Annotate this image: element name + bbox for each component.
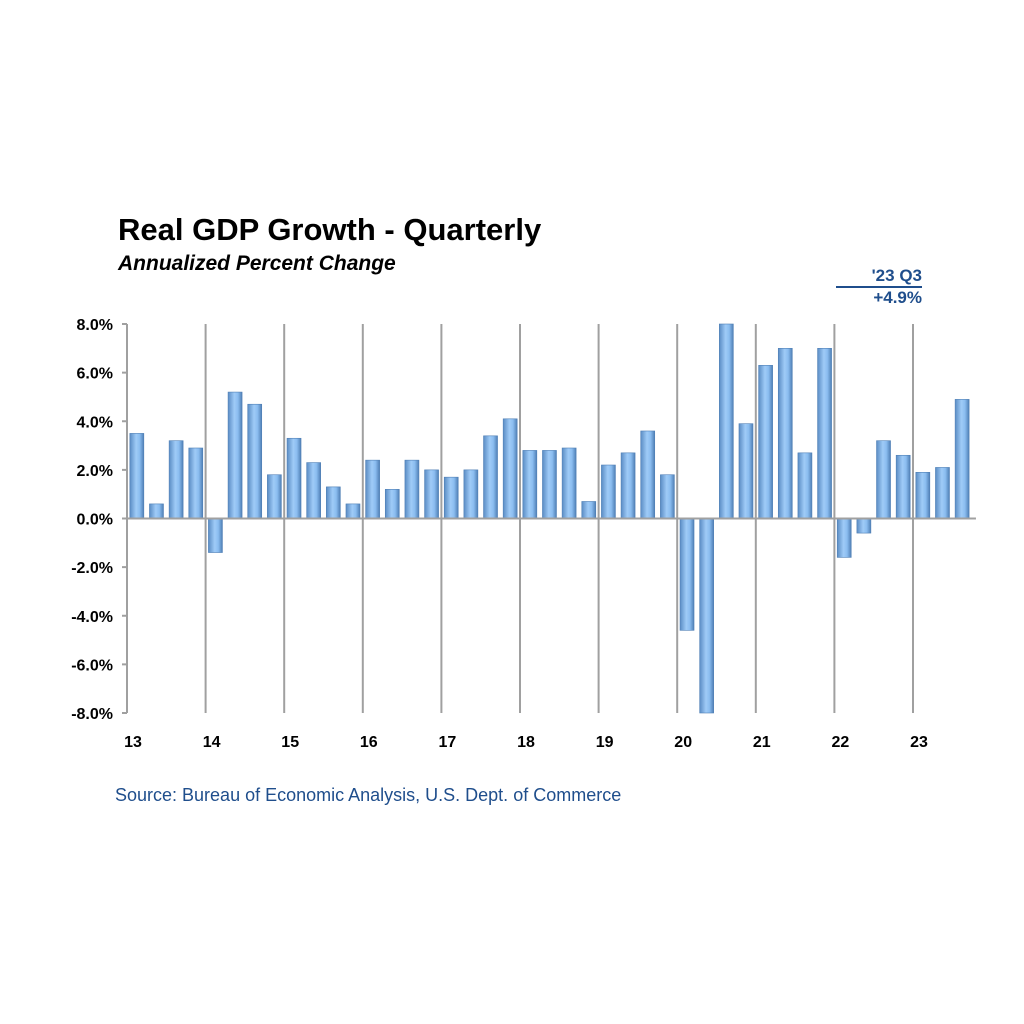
bar-2013Q4 [188, 447, 204, 519]
x-tick-label: 14 [203, 734, 221, 751]
bar-2013Q1 [129, 433, 145, 519]
bar-2016Q2 [384, 489, 400, 519]
y-tick-label: -4.0% [71, 609, 113, 626]
bar-2019Q4 [660, 474, 675, 519]
bar-2019Q1 [601, 464, 616, 519]
x-tick-label: 18 [517, 734, 535, 751]
bar-2014Q1 [208, 518, 223, 553]
x-tick-label: 16 [360, 734, 378, 751]
bar-2022Q4 [895, 454, 911, 519]
callout-value: +4.9% [873, 288, 922, 307]
bar-2023Q3 [954, 399, 970, 519]
y-tick-label: -2.0% [71, 560, 113, 577]
bar-2020Q3 [719, 323, 734, 519]
bar-2020Q4 [738, 423, 754, 519]
bar-2015Q3 [326, 486, 341, 519]
y-tick-label: -6.0% [71, 657, 113, 674]
bar-2022Q1 [836, 518, 852, 558]
y-tick-label: 8.0% [77, 317, 113, 334]
bar-2017Q3 [483, 435, 498, 519]
bar-2022Q2 [856, 518, 872, 534]
bar-2016Q4 [424, 469, 439, 519]
bar-2015Q2 [306, 462, 321, 519]
bar-2017Q1 [443, 476, 459, 519]
chart-subtitle: Annualized Percent Change [118, 252, 396, 275]
y-tick-label: 6.0% [77, 366, 113, 383]
bar-2021Q2 [777, 348, 793, 519]
y-tick-label: 4.0% [77, 414, 113, 431]
bar-2021Q1 [758, 365, 773, 519]
bar-2021Q3 [797, 452, 813, 519]
bar-2018Q3 [561, 447, 577, 519]
y-tick-label: 2.0% [77, 463, 113, 480]
bar-2021Q4 [817, 348, 832, 519]
source-note: Source: Bureau of Economic Analysis, U.S… [115, 785, 622, 805]
bar-2013Q2 [149, 503, 164, 519]
bar-2018Q2 [542, 450, 557, 519]
x-tick-label: 15 [281, 734, 299, 751]
x-tick-label: 17 [439, 734, 457, 751]
bar-2017Q2 [463, 469, 479, 519]
latest-value-callout: '23 Q3 +4.9% [836, 266, 922, 308]
bar-2020Q2 [699, 518, 714, 714]
bar-2014Q4 [267, 474, 282, 519]
bar-2015Q1 [286, 437, 302, 519]
bar-2015Q4 [345, 503, 361, 519]
bar-2022Q3 [876, 440, 891, 519]
bar-2014Q3 [247, 403, 263, 519]
x-tick-label: 19 [596, 734, 614, 751]
bar-2016Q3 [404, 459, 420, 519]
bar-2014Q2 [227, 391, 243, 519]
bar-2023Q2 [935, 467, 950, 519]
x-tick-label: 22 [832, 734, 850, 751]
bar-2013Q3 [168, 440, 184, 519]
bar-2017Q4 [502, 418, 518, 519]
bar-2019Q2 [620, 452, 636, 519]
y-tick-label: -8.0% [71, 706, 113, 723]
x-tick-label: 23 [910, 734, 928, 751]
bar-2018Q1 [522, 450, 538, 519]
x-tick-label: 13 [124, 734, 142, 751]
bar-2018Q4 [581, 501, 597, 519]
bar-2019Q3 [640, 430, 656, 519]
x-tick-label: 20 [674, 734, 692, 751]
bar-2023Q1 [915, 472, 931, 519]
bar-2016Q1 [365, 459, 380, 519]
y-tick-label: 0.0% [77, 512, 113, 529]
bar-2020Q1 [679, 518, 695, 631]
chart-title: Real GDP Growth - Quarterly [118, 212, 542, 247]
x-tick-label: 21 [753, 734, 771, 751]
callout-label: '23 Q3 [836, 266, 922, 288]
